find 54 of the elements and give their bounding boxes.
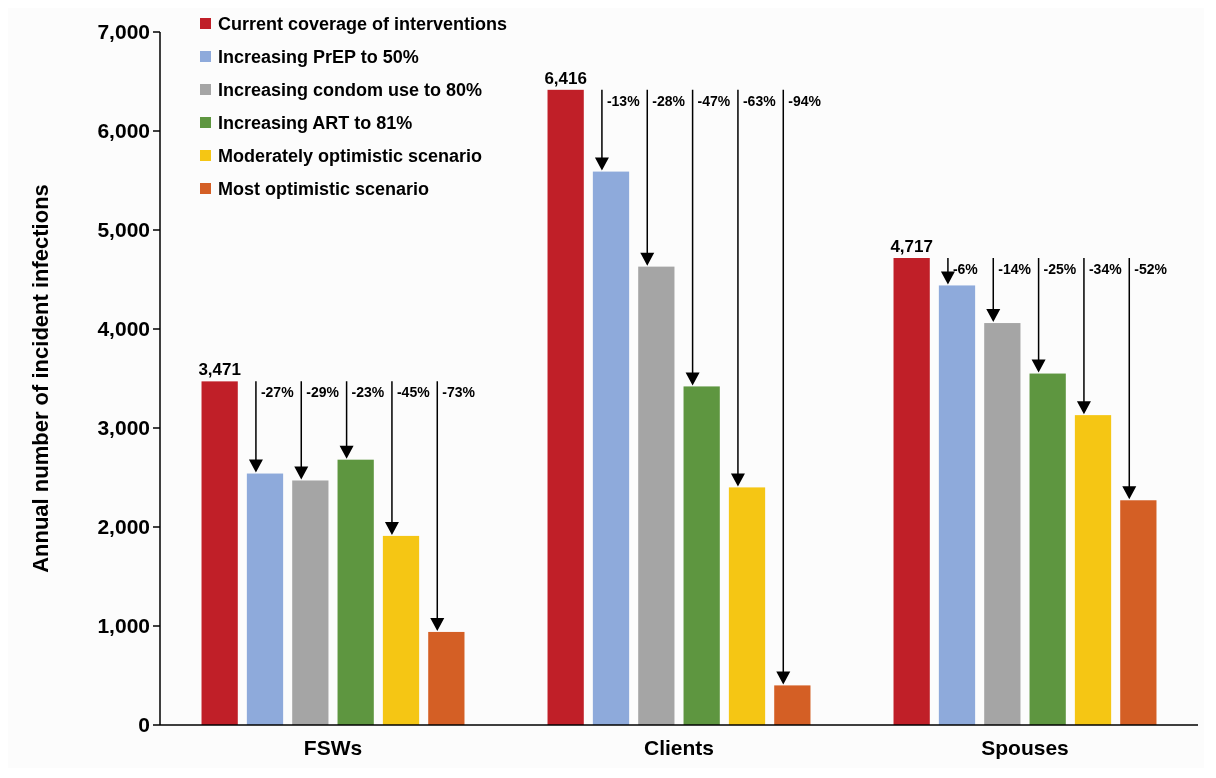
bar [547,89,584,725]
annotation: -28% [652,92,686,109]
bar [1029,373,1066,725]
bar [428,631,465,725]
legend-label: Moderately optimistic scenario [218,146,483,167]
bar [1074,415,1112,725]
legend-label: Most optimistic scenario [218,179,430,200]
y-tick-label: 2,000 [97,515,150,539]
y-tick-label: 0 [138,713,150,737]
bar [893,258,930,725]
annotation: -94% [788,92,822,109]
annotation: -34% [1088,261,1123,278]
y-tick-label: 7,000 [97,20,150,44]
bar [292,480,329,725]
bar [246,473,284,725]
annotation: -14% [998,261,1032,278]
annotation: -23% [351,384,385,401]
legend-label: Increasing ART to 81% [218,113,413,134]
legend-label: Current coverage of interventions [218,14,508,35]
bar [1120,500,1157,725]
annotation: -47% [697,92,731,109]
data-label: 6,416 [544,68,587,88]
x-tick-label: Clients [643,736,715,759]
y-axis-title: Annual number of incident infections [28,184,53,573]
y-tick-label: 1,000 [97,614,150,638]
bar [683,386,720,725]
annotation: -73% [442,384,476,401]
legend-label: Increasing condom use to 80% [218,80,483,101]
annotation: -27% [260,384,295,401]
annotation: -25% [1043,261,1077,278]
annotation: -45% [396,384,431,401]
y-tick-label: 5,000 [97,218,150,242]
bar [938,285,976,725]
y-tick-label: 6,000 [97,119,150,143]
annotation: -29% [306,384,340,401]
x-tick-label: FSWs [303,736,363,759]
bar [774,685,811,725]
data-label: 3,471 [198,360,241,380]
annotation: -6% [952,261,979,278]
data-label: 4,717 [890,237,933,257]
bar [984,323,1021,725]
legend-label: Increasing PrEP to 50% [218,47,419,68]
annotation: -63% [742,92,777,109]
annotation: -52% [1134,261,1168,278]
x-tick-label: Spouses [981,736,1069,759]
bar [728,487,766,725]
bar [337,459,374,725]
bar [592,171,630,725]
bar [382,535,420,725]
annotation: -13% [606,92,641,109]
y-tick-label: 3,000 [97,416,150,440]
bar [638,266,675,725]
y-tick-label: 4,000 [97,317,150,341]
bar [201,381,238,725]
